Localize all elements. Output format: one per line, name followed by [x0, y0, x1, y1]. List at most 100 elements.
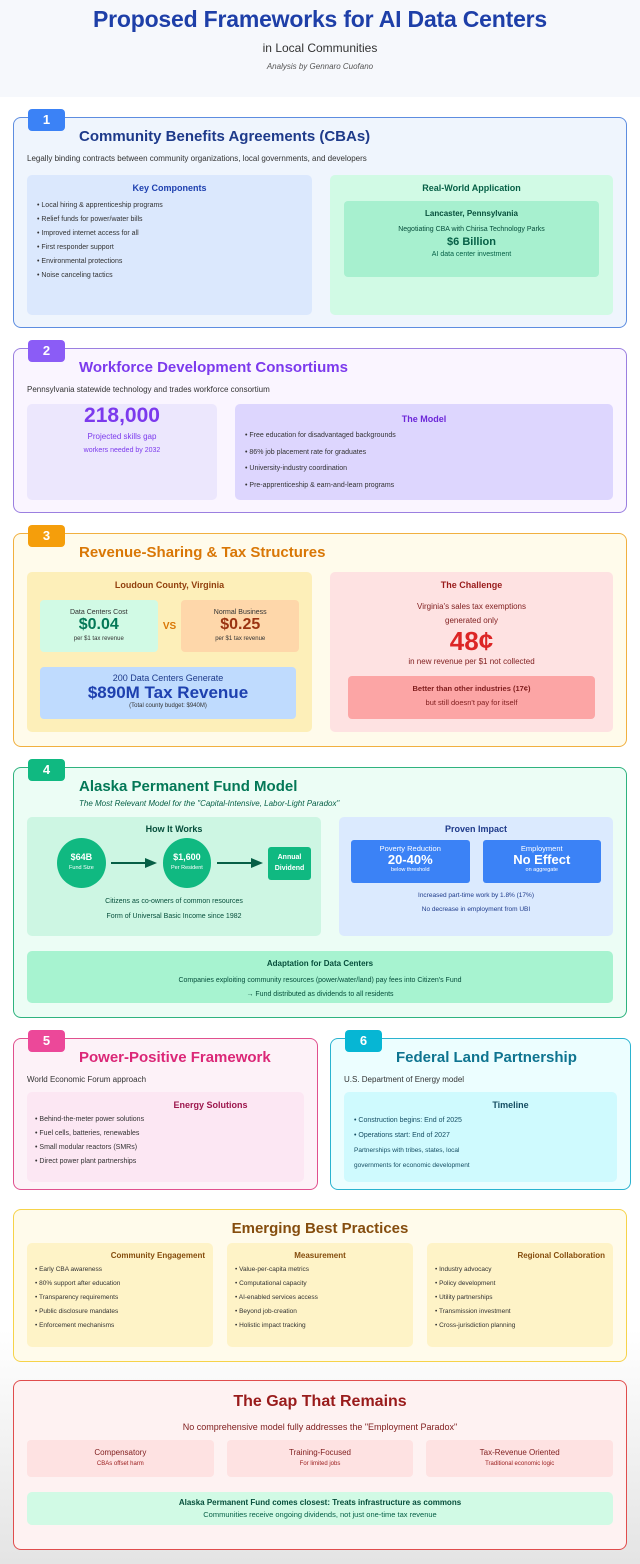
practice-column-community: Community Engagement Early CBA awareness… — [27, 1243, 213, 1347]
adaptation-line: → Fund distributed as dividends to all r… — [246, 991, 394, 998]
section-revenue: 3 Revenue-Sharing & Tax Structures Loudo… — [13, 525, 627, 747]
adaptation-line: Companies exploiting community resources… — [178, 977, 462, 984]
list-item: Policy development — [435, 1277, 605, 1291]
investment-caption: AI data center investment — [431, 251, 512, 258]
section-title: Alaska Permanent Fund Model — [79, 778, 298, 795]
approach-tax-revenue: Tax-Revenue Oriented Traditional economi… — [426, 1440, 614, 1477]
tax-revenue-box: 200 Data Centers Generate $890M Tax Reve… — [40, 667, 296, 719]
key-components-card: Key Components Local hiring & apprentice… — [27, 175, 312, 315]
approach-title: Compensatory — [94, 1448, 147, 1457]
challenge-line: generated only — [445, 616, 498, 625]
example-location: Lancaster, Pennsylvania — [425, 209, 518, 218]
vs-label: VS — [162, 620, 177, 632]
column-title: Community Engagement — [110, 1251, 205, 1260]
example-detail: Negotiating CBA with Chirisa Technology … — [398, 226, 545, 233]
practice-column-measurement: Measurement Value-per-capita metrics Com… — [227, 1243, 413, 1347]
poverty-reduction-stat: Poverty Reduction 20-40% below threshold — [351, 840, 470, 883]
comparison-note: Better than other industries (17¢) but s… — [348, 676, 595, 719]
stat-value: 218,000 — [84, 404, 160, 427]
lancaster-example: Lancaster, Pennsylvania Negotiating CBA … — [344, 201, 599, 277]
card-title: Energy Solutions — [173, 1100, 248, 1110]
approach-caption: Traditional economic logic — [485, 1461, 555, 1467]
section-number-badge: 4 — [28, 759, 65, 781]
list-item: Fuel cells, batteries, renewables — [35, 1127, 296, 1141]
list-item: Beyond job-creation — [235, 1305, 405, 1319]
section-gap: The Gap That Remains No comprehensive mo… — [13, 1380, 627, 1550]
step-label: Per Resident — [171, 865, 203, 871]
list-item: Value-per-capita metrics — [235, 1263, 405, 1277]
section-title: Community Benefits Agreements (CBAs) — [79, 128, 371, 145]
arrow-right-icon — [106, 858, 163, 868]
list-item: Early CBA awareness — [35, 1263, 205, 1277]
revenue-value: $890M Tax Revenue — [87, 683, 249, 702]
approach-training: Training-Focused For limited jobs — [226, 1440, 414, 1477]
list-item: Noise canceling tactics — [37, 269, 302, 283]
step-value: $1,600 — [173, 852, 201, 862]
list-item: Behind-the-meter power solutions — [35, 1113, 296, 1127]
section-federal-land: 6 Federal Land Partnership U.S. Departme… — [330, 1030, 631, 1190]
stat-label: Poverty Reduction — [379, 844, 441, 853]
challenge-value: 48¢ — [449, 626, 494, 656]
card-title: How It Works — [145, 824, 203, 834]
list-item: Enforcement mechanisms — [35, 1319, 205, 1333]
list-item: 80% support after education — [35, 1277, 205, 1291]
impact-notes: Increased part-time work by 1.8% (17%) N… — [351, 889, 601, 917]
list-item: Public disclosure mandates — [35, 1305, 205, 1319]
model-list: Free education for disadvantaged backgro… — [245, 428, 603, 494]
sections-5-6: 5 Power-Positive Framework World Economi… — [13, 1030, 631, 1190]
approach-compensatory: Compensatory CBAs offset harm — [27, 1440, 214, 1477]
cost-caption: per $1 tax revenue — [73, 636, 124, 642]
list-item: Computational capacity — [235, 1277, 405, 1291]
card-title: Real-World Application — [422, 183, 521, 193]
section-number-badge: 2 — [28, 340, 65, 362]
section-best-practices: Emerging Best Practices Community Engage… — [13, 1209, 627, 1362]
list-item: Pre-apprenticeship & earn-and-learn prog… — [245, 478, 603, 495]
approach-caption: For limited jobs — [299, 1461, 341, 1467]
annual-dividend-box: Annual Dividend — [268, 846, 311, 880]
stat-label: Employment — [520, 844, 563, 853]
list-item: Relief funds for power/water bills — [37, 213, 302, 227]
challenge-card: The Challenge Virginia's sales tax exemp… — [330, 572, 613, 732]
how-it-works-card: How It Works $64B Fund Size $1,600 Per R… — [27, 817, 321, 936]
list-item: Cross-jurisdiction planning — [435, 1319, 605, 1333]
closest-model-box: Alaska Permanent Fund comes closest: Tre… — [27, 1492, 613, 1525]
note: Form of Universal Basic Income since 198… — [106, 913, 242, 920]
energy-list: Behind-the-meter power solutions Fuel ce… — [35, 1113, 296, 1169]
cost-caption: per $1 tax revenue — [215, 636, 266, 642]
section-subtitle: The Most Relevant Model for the "Capital… — [79, 799, 340, 808]
list-item: Operations start: End of 2027 — [354, 1128, 607, 1143]
normal-business-cost: Normal Business $0.25 per $1 tax revenue — [181, 600, 299, 652]
note: No decrease in employment from UBI — [421, 906, 531, 913]
stat-caption: workers needed by 2032 — [83, 447, 161, 454]
arrow-right-icon — [211, 858, 268, 868]
section-title: Power-Positive Framework — [79, 1049, 271, 1066]
card-title: The Model — [401, 414, 447, 424]
note-title: Better than other industries (17¢) — [412, 684, 531, 693]
key-components-list: Local hiring & apprenticeship programs R… — [37, 199, 302, 283]
section-description: World Economic Forum approach — [27, 1075, 147, 1084]
author-credit: Analysis by Gennaro Cuofano — [266, 62, 374, 71]
stat-label: Projected skills gap — [87, 432, 157, 441]
step-value: $64B — [70, 852, 93, 862]
closest-title: Alaska Permanent Fund comes closest: Tre… — [178, 1498, 462, 1507]
challenge-text: Virginia's sales tax exemptions generate… — [348, 600, 595, 628]
section-description: Pennsylvania statewide technology and tr… — [27, 385, 270, 394]
section-description: U.S. Department of Energy model — [344, 1075, 465, 1084]
how-notes: Citizens as co-owners of common resource… — [37, 894, 311, 924]
card-title: The Challenge — [440, 580, 503, 590]
list-item: 86% job placement rate for graduates — [245, 445, 603, 462]
section-workforce: 2 Workforce Development Consortiums Penn… — [13, 340, 627, 513]
approach-title: Training-Focused — [289, 1448, 351, 1457]
list-item: Utility partnerships — [435, 1291, 605, 1305]
section-title: Revenue-Sharing & Tax Structures — [79, 544, 326, 561]
dividend-flow: $64B Fund Size $1,600 Per Resident Annua… — [37, 838, 311, 888]
stat-value: No Effect — [513, 852, 571, 867]
list-item: Transparency requirements — [35, 1291, 205, 1305]
card-title: Key Components — [132, 183, 207, 193]
stat-caption: below threshold — [390, 867, 430, 873]
list-item: University-industry coordination — [245, 461, 603, 478]
list-item: Industry advocacy — [435, 1263, 605, 1277]
bottom-spacer — [0, 1550, 640, 1564]
column-title: Measurement — [294, 1251, 346, 1260]
cost-label: Normal Business — [213, 609, 267, 616]
